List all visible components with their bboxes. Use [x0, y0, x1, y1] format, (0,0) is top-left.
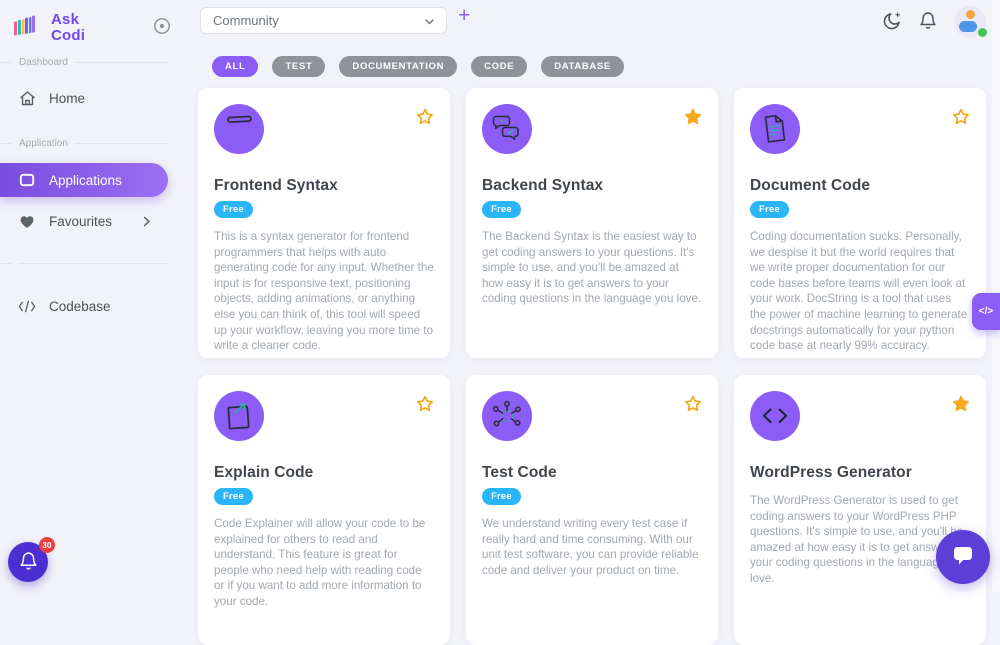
- favorite-star-icon[interactable]: [684, 395, 702, 413]
- sidebar-item-codebase[interactable]: Codebase: [0, 288, 185, 324]
- favorite-star-icon[interactable]: [952, 108, 970, 126]
- favorite-star-icon[interactable]: [416, 395, 434, 413]
- free-badge: Free: [214, 488, 253, 505]
- sidebar: Ask Codi Dashboard Home: [0, 0, 185, 592]
- card-description: The WordPress Generator is used to get c…: [750, 494, 969, 585]
- free-badge: Free: [214, 201, 253, 218]
- sidebar-item-applications[interactable]: Applications: [0, 163, 168, 197]
- brand: Ask Codi: [0, 0, 185, 47]
- filter-chip-all[interactable]: ALL: [212, 56, 259, 77]
- card-description: We understand writing every test case if…: [482, 517, 699, 577]
- notification-count-badge: 30: [39, 537, 55, 553]
- filter-chip-documentation[interactable]: DOCUMENTATION: [339, 56, 458, 77]
- code-icon: </>: [978, 306, 994, 317]
- free-badge: Free: [482, 201, 521, 218]
- card-title: Backend Syntax: [482, 177, 604, 194]
- chat-fab[interactable]: [936, 530, 990, 584]
- chevron-right-icon: [143, 216, 151, 227]
- code-icon: [18, 300, 36, 313]
- app-cards-grid: Frontend Syntax Free This is a syntax ge…: [198, 88, 986, 645]
- sidebar-collapse-button[interactable]: [153, 17, 171, 40]
- notifications-button[interactable]: [919, 11, 937, 33]
- workspace-select-value: Community: [213, 13, 279, 28]
- code-panel-tab[interactable]: </>: [972, 293, 1000, 330]
- app-card-wordpress-generator[interactable]: WordPress Generator The WordPress Genera…: [734, 375, 986, 645]
- sidebar-item-label: Favourites: [49, 213, 113, 229]
- favorite-star-icon[interactable]: [684, 108, 702, 126]
- home-icon: [18, 90, 36, 107]
- sidebar-section-application: Application: [0, 138, 185, 149]
- topbar-actions: [882, 6, 987, 38]
- free-badge: Free: [750, 201, 789, 218]
- notifications-fab[interactable]: 30: [8, 537, 55, 582]
- app-card-document-code[interactable]: Document Code Free Coding documentation …: [734, 88, 986, 358]
- workspace-select[interactable]: Community: [200, 7, 447, 34]
- sidebar-item-label: Applications: [49, 172, 122, 188]
- card-description: The Backend Syntax is the easiest way to…: [482, 230, 702, 306]
- filter-chip-test[interactable]: TEST: [272, 56, 326, 77]
- app-title: Ask Codi: [51, 11, 86, 44]
- dark-mode-toggle[interactable]: [882, 11, 902, 34]
- circle-dot-icon: [153, 17, 171, 40]
- sidebar-item-home[interactable]: Home: [0, 80, 185, 116]
- sidebar-item-favourites[interactable]: Favourites: [0, 203, 185, 239]
- graph-icon: [482, 391, 532, 441]
- chevron-down-icon: [425, 13, 434, 28]
- bell-icon: [19, 551, 38, 574]
- favorite-star-icon[interactable]: [952, 395, 970, 413]
- document-icon: [750, 104, 800, 154]
- filter-chip-database[interactable]: DATABASE: [541, 56, 624, 77]
- avatar-head: [966, 10, 975, 19]
- card-title: Test Code: [482, 464, 557, 481]
- pen-icon: [214, 104, 264, 154]
- user-avatar[interactable]: [954, 6, 987, 38]
- online-status-dot: [978, 28, 987, 37]
- heart-icon: [18, 214, 36, 229]
- card-title: Frontend Syntax: [214, 177, 338, 194]
- filter-chips: ALL TEST DOCUMENTATION CODE DATABASE: [212, 56, 624, 77]
- code-brackets-icon: [750, 391, 800, 441]
- card-description: Coding documentation sucks. Personally, …: [750, 230, 968, 353]
- filter-chip-code[interactable]: CODE: [471, 56, 528, 77]
- app-card-explain-code[interactable]: Explain Code Free Code Explainer will al…: [198, 375, 450, 645]
- main-content: Community +: [185, 0, 1000, 645]
- card-description: This is a syntax generator for frontend …: [214, 230, 434, 353]
- sidebar-item-label: Home: [49, 90, 86, 106]
- card-description: Code Explainer will allow your code to b…: [214, 517, 426, 608]
- sidebar-divider: [0, 263, 185, 264]
- window-icon: [18, 172, 36, 188]
- chat-bubbles-icon: [482, 104, 532, 154]
- app-card-frontend-syntax[interactable]: Frontend Syntax Free This is a syntax ge…: [198, 88, 450, 358]
- avatar-torso: [959, 21, 977, 32]
- sidebar-section-dashboard: Dashboard: [0, 57, 185, 68]
- app-logo-icon: [12, 12, 42, 47]
- free-badge: Free: [482, 488, 521, 505]
- chat-bubble-icon: [950, 544, 976, 571]
- add-workspace-button[interactable]: +: [458, 4, 471, 27]
- card-title: Document Code: [750, 177, 871, 194]
- app-card-backend-syntax[interactable]: Backend Syntax Free The Backend Syntax i…: [466, 88, 718, 358]
- card-title: WordPress Generator: [750, 464, 912, 481]
- favorite-star-icon[interactable]: [416, 108, 434, 126]
- moon-icon: [882, 11, 902, 34]
- sidebar-item-label: Codebase: [49, 298, 111, 314]
- export-square-icon: [214, 391, 264, 441]
- app-card-test-code[interactable]: Test Code Free We understand writing eve…: [466, 375, 718, 645]
- bell-icon: [919, 11, 937, 33]
- card-title: Explain Code: [214, 464, 314, 481]
